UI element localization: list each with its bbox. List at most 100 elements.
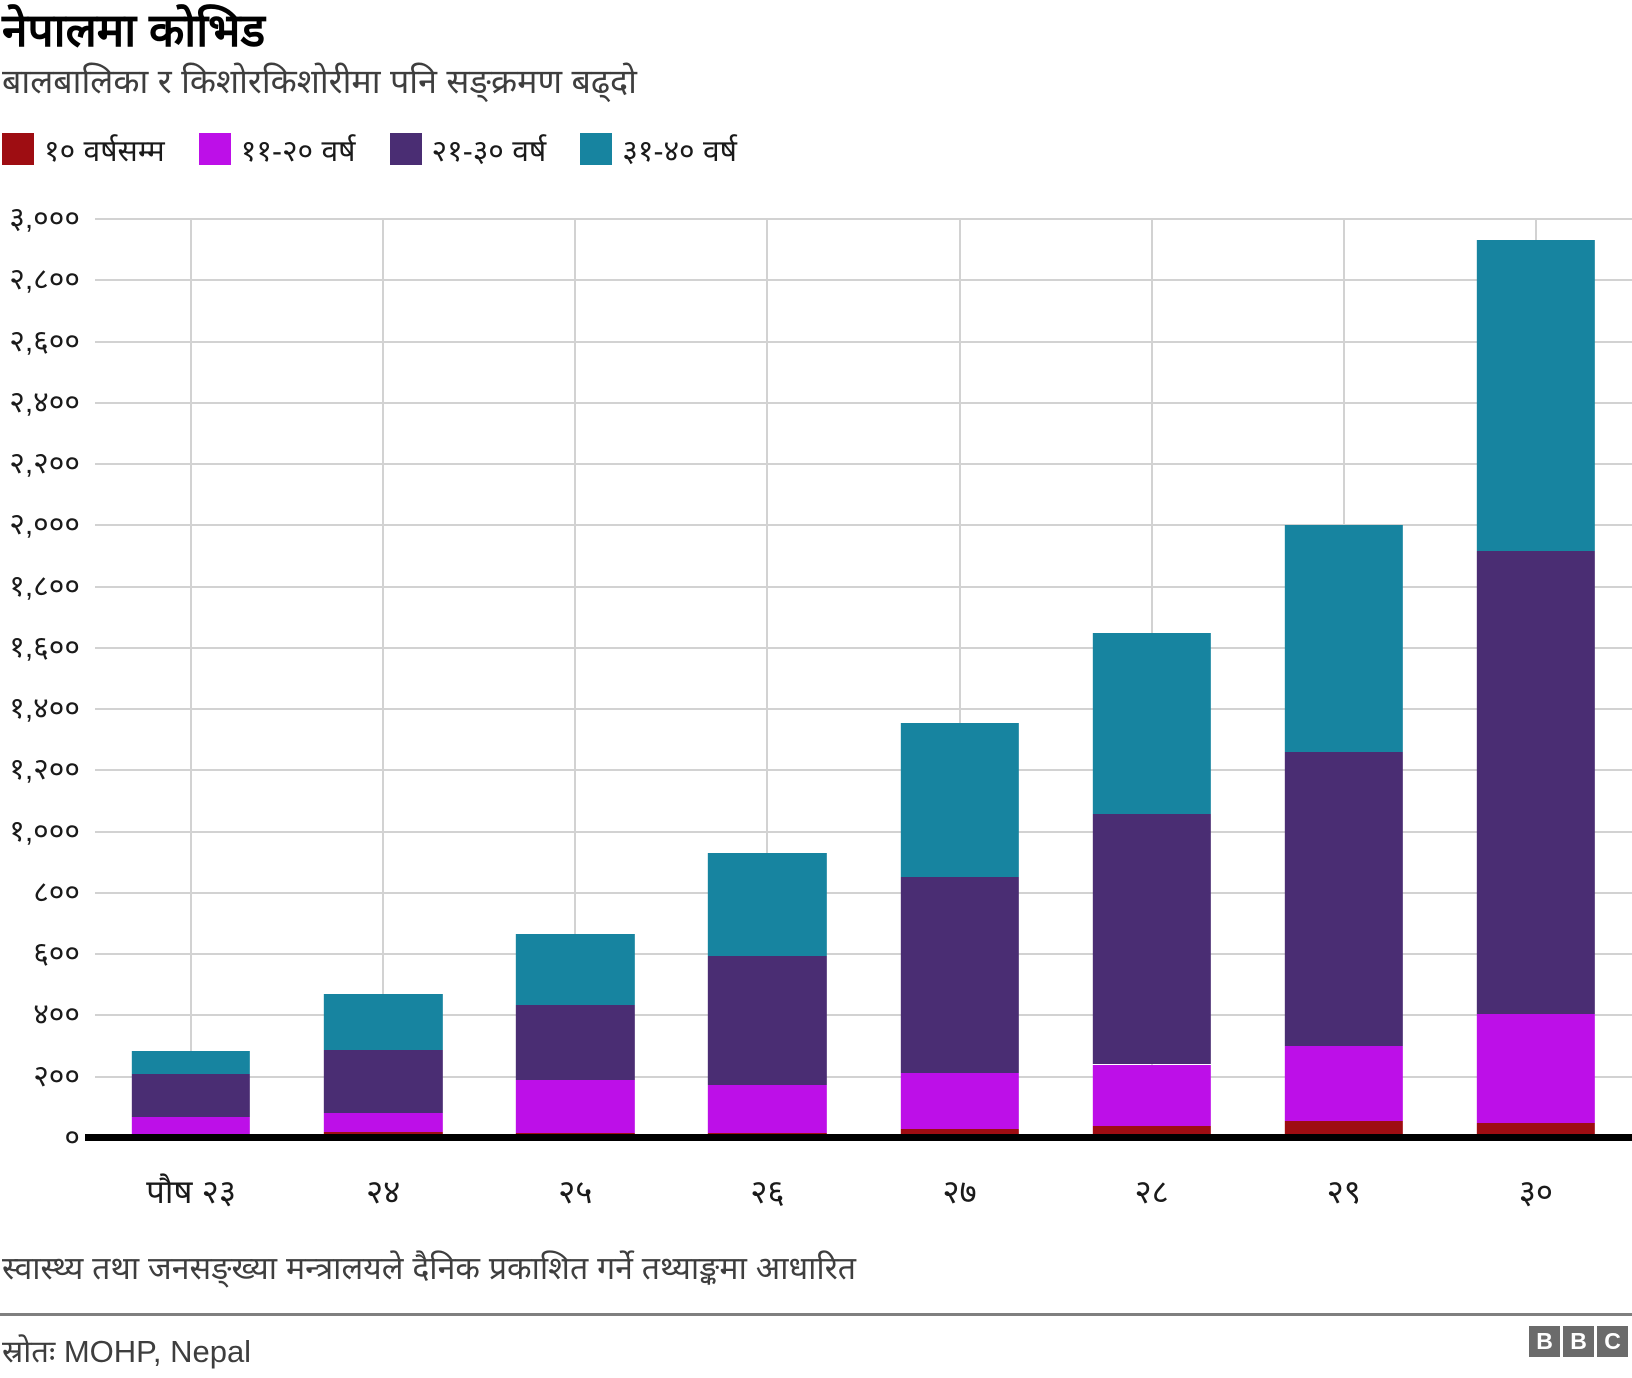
legend-label: २१-३० वर्ष [431,134,547,168]
gridline-v [574,219,577,1138]
bar-5 [900,219,1019,1138]
bar-segment [900,722,1019,878]
x-tick-label: ३० [1518,1173,1554,1210]
gridline-h [95,953,1632,956]
page-subtitle: बालबालिका र किशोरकिशोरीमा पनि सङ्क्रमण ब… [2,63,637,101]
gridline-h [95,463,1632,466]
bar-segment [1092,1126,1211,1138]
gridline-h [95,891,1632,894]
bar-segment [516,1004,635,1080]
bar-segment [1476,1013,1596,1123]
bar-7 [1284,219,1403,1138]
y-tick-label: २,४०० [9,385,80,419]
legend-item: २१-३० वर्ष [389,129,547,170]
bar-segment [324,1049,443,1113]
legend-label: ११-२० वर्ष [240,134,356,168]
page-title: नेपालमा कोभिड [2,4,266,56]
bar-segment [1476,551,1596,1014]
gridline-h [95,401,1632,404]
gridline-h [95,708,1632,711]
gridline-h [95,1075,1632,1078]
legend-swatch [2,133,34,165]
x-tick-label: पौष २३ [146,1173,236,1210]
bar-segment [900,877,1019,1074]
bar-segment [1476,240,1596,552]
legend-item: १० वर्षसम्म [2,129,165,170]
legend-swatch [389,133,422,165]
bar-4 [708,219,827,1138]
x-axis: पौष २३ २४ २५ २६ २७ २८ २९ ३० [95,1168,1632,1214]
legend-swatch [198,133,231,165]
bar-segment [900,1128,1019,1138]
bar-segment [1092,1064,1211,1127]
legend: १० वर्षसम्म ११-२० वर्ष २१-३० वर्ष ३१-४० वर्… [2,128,771,170]
x-axis-line [85,1134,1632,1141]
bbc-logo-block: C [1597,1326,1628,1357]
gridline-h [95,340,1632,343]
bar-segment [516,1079,635,1134]
y-tick-label: ४०० [33,998,80,1032]
x-tick-label: २६ [750,1173,785,1210]
x-tick-label: २५ [558,1173,593,1210]
x-tick-label: २९ [1326,1173,1361,1210]
bar-segment [708,955,827,1086]
gridline-h [95,218,1632,220]
y-axis: ० २०० ४०० ६०० ८०० १,००० १,२०० १,४०० १,६०० १,८०० २,… [0,204,80,1153]
y-tick-label: ३,००० [9,202,80,235]
bar-segment [900,1073,1019,1129]
gridline-h [95,646,1632,649]
bar-segment [1284,752,1403,1047]
divider [0,1313,1632,1316]
y-tick-label: १,८०० [9,569,80,603]
bar-3 [516,219,635,1138]
y-tick-label: १,००० [9,814,80,848]
bar-segment [1284,525,1403,753]
y-tick-label: २०० [33,1059,80,1093]
bar-segment [1284,1046,1403,1122]
bar-segment [324,1112,443,1132]
y-tick-label: १,२०० [9,753,80,787]
y-tick-label: ० [64,1121,80,1154]
footer-note: स्वास्थ्य तथा जनसङ्ख्या मन्त्रालयले दैनि… [2,1250,857,1286]
legend-item: ११-२० वर्ष [198,129,356,170]
gridline-h [95,769,1632,772]
gridline-h [95,830,1632,833]
bbc-logo-block: B [1529,1326,1560,1357]
legend-label: १० वर्षसम्म [44,134,165,168]
bar-segment [131,1116,251,1138]
legend-label: ३१-४० वर्ष [622,134,737,168]
y-tick-label: ६०० [33,937,80,971]
bar-segment [516,934,635,1005]
bar-1 [131,219,251,1138]
bar-segment [131,1050,251,1074]
gridline-v [766,219,769,1138]
gridline-h [95,585,1632,588]
gridline-h [95,524,1632,527]
bar-segment [1092,814,1211,1065]
gridline-h [95,279,1632,282]
x-tick-label: २८ [1134,1173,1169,1210]
bar-segment [1092,632,1211,815]
legend-item: ३१-४० वर्ष [580,129,737,170]
y-tick-label: १,६०० [9,630,80,664]
bar-segment [708,1085,827,1133]
y-tick-label: २,२०० [9,447,80,481]
source-text: स्रोतः MOHP, Nepal [2,1334,252,1369]
bar-segment [324,994,443,1050]
x-tick-label: २४ [366,1173,401,1210]
y-tick-label: ८०० [33,875,80,909]
bar-segment [708,853,827,956]
gridline-v [382,219,385,1138]
bar-segment [131,1073,251,1117]
y-tick-label: २,००० [9,508,80,542]
bar-8 [1476,219,1596,1138]
bbc-logo-block: B [1563,1326,1594,1357]
y-tick-label: १,४०० [9,692,80,726]
legend-swatch [580,133,613,165]
plot-area [85,218,1632,1141]
bar-6 [1092,219,1211,1138]
gridline-h [95,1014,1632,1017]
gridline-v [958,219,961,1138]
y-tick-label: २,८०० [9,263,80,297]
